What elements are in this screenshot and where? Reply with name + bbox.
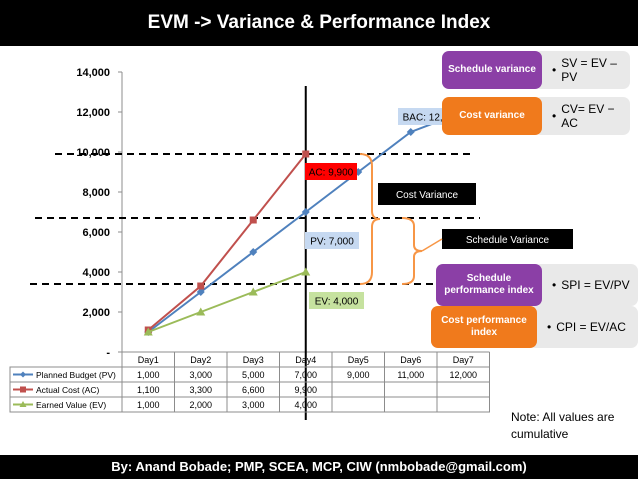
cost-variance-label: Cost variance [442,97,542,135]
table-cell: 6,600 [242,385,265,395]
point-actual [197,282,205,290]
table-cell: 7,000 [294,370,317,380]
schedule-variance-label-box [442,229,573,249]
point-planned [249,248,258,256]
y-tick-label: - [106,347,110,359]
table-cell: 9,000 [347,370,370,380]
point-planned [301,208,310,216]
point-actual [302,150,310,158]
table-cell: 9,900 [294,385,317,395]
table-cell: 1,100 [137,385,160,395]
legend-marker-actual [20,386,26,393]
pv-label-box [305,232,359,249]
ac-label-box [305,163,357,180]
point-earned [301,267,311,276]
table-cell: 3,000 [242,400,265,410]
cumulative-note: Note: All values are cumulative [511,410,615,441]
cpi-formula: CPI = EV/AC [529,306,638,348]
y-tick-label: 14,000 [76,67,110,79]
legend-cost-variance: Cost variance CV= EV − AC [442,97,630,135]
legend-cpi: Cost performance index CPI = EV/AC [431,306,638,348]
series-name: Earned Value (EV) [36,400,106,410]
y-tick-label: 4,000 [82,267,110,279]
table-cell: 5,000 [242,370,265,380]
x-tick-label: Day3 [243,355,264,365]
table-cell: 12,000 [449,370,477,380]
schedule-variance-pointer [421,238,443,252]
y-tick-label: 2,000 [82,307,110,319]
point-actual [249,216,257,224]
table-cell: 1,000 [137,400,160,410]
series-line-earned [147,271,307,333]
x-tick-label: Day4 [295,355,316,365]
legend-marker-planned [20,371,26,378]
point-earned [143,327,153,336]
series-name: Planned Budget (PV) [36,370,116,380]
table-cell: 1,000 [137,370,160,380]
y-tick-label: 6,000 [82,227,110,239]
table-cell: 3,000 [189,370,212,380]
schedule-variance-label: Schedule Variance [466,235,550,246]
cpi-label: Cost performance index [431,306,537,348]
bac-label: BAC: 12,000 [403,113,460,124]
ev-label-box [309,292,364,309]
point-planned [406,128,415,136]
point-earned [196,307,206,316]
point-planned [196,288,205,296]
spi-formula: SPI = EV/PV [534,264,638,306]
cost-variance-formula: CV= EV − AC [534,97,630,135]
point-earned [248,287,258,296]
table-cell: 11,000 [397,370,424,380]
ev-label: EV: 4,000 [315,297,359,308]
ac-label: AC: 9,900 [309,168,354,179]
x-tick-label: Day6 [400,355,421,365]
cost-variance-label-box [378,183,476,205]
cost-variance-brace [359,153,381,285]
pv-label: PV: 7,000 [310,237,354,248]
legend-spi: Schedule performance index SPI = EV/PV [436,264,638,306]
x-tick-label: Day5 [348,355,369,365]
x-tick-label: Day1 [138,355,159,365]
slide-title: EVM -> Variance & Performance Index [0,0,638,46]
spi-label: Schedule performance index [436,264,542,306]
y-tick-label: 8,000 [82,187,110,199]
series-line-actual [147,153,307,331]
x-tick-label: Day2 [190,355,211,365]
schedule-variance-formula: SV = EV –PV [534,51,630,89]
cost-variance-label: Cost Variance [396,190,459,201]
legend-marker-earned [19,401,27,407]
legend-schedule-variance: Schedule variance SV = EV –PV [442,51,630,89]
x-tick-label: Day7 [453,355,474,365]
y-tick-label: 12,000 [76,107,110,119]
series-name: Actual Cost (AC) [36,385,99,395]
schedule-variance-brace [401,217,423,285]
schedule-variance-label: Schedule variance [442,51,542,89]
table-cell: 2,000 [189,400,212,410]
author-footer: By: Anand Bobade; PMP, SCEA, MCP, CIW (n… [0,455,638,479]
table-cell: 4,000 [294,400,317,410]
table-cell: 3,300 [189,385,212,395]
